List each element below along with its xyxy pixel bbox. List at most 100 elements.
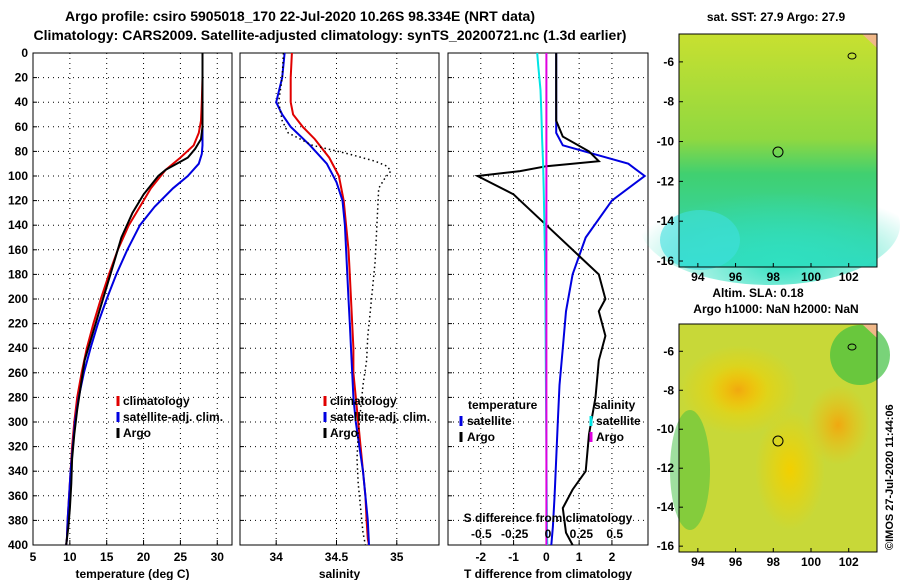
temperature-tick-label-y: 400 <box>8 538 28 552</box>
salinity-xlabel: salinity <box>319 567 361 580</box>
difference-tick-label-x: 2 <box>609 550 616 564</box>
temperature-legend-label: climatology <box>123 394 190 408</box>
credit-label: ©IMOS 27-Jul-2020 11:44:06 <box>884 404 896 550</box>
title-line-2: Climatology: CARS2009. Satellite-adjuste… <box>34 27 627 43</box>
salinity-panel: 34 34.5 35 salinity climatology satellite-adj… <box>239 52 440 580</box>
difference-legend-label-left: Argo <box>467 430 495 444</box>
salinity-tick-label-x: 34.5 <box>325 550 349 564</box>
salinity-series-argo <box>277 52 392 546</box>
temperature-tick-label-x: 25 <box>174 550 188 564</box>
difference-tick-label-x: -2 <box>475 550 486 564</box>
difference-series-temperature-argo <box>474 53 607 546</box>
sla-map-orange-1 <box>708 365 768 415</box>
sla-map-orange-2 <box>806 385 870 465</box>
temperature-tick-label-x: 5 <box>30 550 37 564</box>
temperature-tick-label-y: 100 <box>8 169 28 183</box>
difference-series-temperature-satellite <box>550 53 647 546</box>
difference-tick-label-top: 0 <box>545 527 552 541</box>
sla-island <box>847 343 857 351</box>
sst-map-shade-2 <box>660 210 740 270</box>
difference-legend-title-left: temperature <box>468 398 538 412</box>
salinity-legend-label: Argo <box>330 426 358 440</box>
sst-map-tick-label-x: 94 <box>691 270 705 284</box>
temperature-tick-label-y: 140 <box>8 218 28 232</box>
sla-map-frame <box>678 323 878 553</box>
sst-map-tick-label-x: 102 <box>839 270 859 284</box>
sst-map-tick-label-y: -12 <box>657 174 675 188</box>
temperature-series-argo <box>65 53 204 546</box>
salinity-frame <box>239 52 440 546</box>
temperature-tick-label-y: 340 <box>8 464 28 478</box>
sla-map-tick-label-y: -16 <box>657 539 675 553</box>
temperature-tick-label-y: 0 <box>21 46 28 60</box>
difference-xlabel-top: S difference from climatology <box>464 511 633 525</box>
temperature-tick-label-y: 20 <box>15 71 29 85</box>
sla-map-tick-label-x: 94 <box>691 555 705 569</box>
difference-tick-label-top: -0.25 <box>501 527 529 541</box>
temperature-series-satellite-adj-clim- <box>65 53 204 546</box>
sla-map-yellow-2 <box>755 410 825 530</box>
sla-map-tick-label-x: 102 <box>839 555 859 569</box>
sla-map-title-a: Altim. SLA: 0.18 <box>712 286 804 300</box>
difference-tick-label-x: 1 <box>576 550 583 564</box>
temperature-tick-label-y: 60 <box>15 120 29 134</box>
salinity-series-satellite-adj-clim- <box>275 52 370 546</box>
sla-map-tick-label-x: 100 <box>801 555 821 569</box>
temperature-tick-label-y: 380 <box>8 513 28 527</box>
sst-map-tick-label-y: -10 <box>657 135 675 149</box>
temperature-tick-label-x: 30 <box>211 550 225 564</box>
temperature-tick-label-y: 300 <box>8 415 28 429</box>
sla-argo-marker <box>772 435 784 447</box>
difference-tick-label-top: 0.5 <box>606 527 623 541</box>
temperature-panel: 5 10 15 20 25 3002040608010012014016018020022… <box>8 46 233 580</box>
sst-map-title: sat. SST: 27.9 Argo: 27.9 <box>707 10 846 24</box>
salinity-tick-label-x: 35 <box>390 550 404 564</box>
difference-tick-label-top: -0.5 <box>471 527 492 541</box>
sla-map-green-2 <box>670 410 710 530</box>
sst-land <box>862 34 877 48</box>
sst-argo-marker <box>772 146 784 158</box>
sst-map-tick-label-x: 96 <box>729 270 743 284</box>
salinity-tick-label-x: 34 <box>270 550 284 564</box>
temperature-legend-label: Argo <box>123 426 151 440</box>
temperature-tick-label-x: 15 <box>100 550 114 564</box>
temperature-xlabel: temperature (deg C) <box>75 567 189 580</box>
sla-land <box>862 324 877 338</box>
difference-panel: -2 -1 0 1 2 T difference from climatology temp… <box>447 52 649 580</box>
temperature-tick-label-y: 200 <box>8 292 28 306</box>
sla-map: 94 96 98 100 102 -6 -8 -10 -12 -14 -16 <box>657 323 890 569</box>
difference-tick-label-x: 0 <box>543 550 550 564</box>
temperature-tick-label-y: 40 <box>15 95 29 109</box>
difference-tick-label-top: 0.25 <box>570 527 594 541</box>
sst-map-tick-label-x: 98 <box>767 270 781 284</box>
difference-legend-title-right: salinity <box>594 398 636 412</box>
sst-map-tick-label-x: 100 <box>801 270 821 284</box>
title-line-1: Argo profile: csiro 5905018_170 22-Jul-2… <box>65 8 535 24</box>
sla-map-tick-label-y: -8 <box>663 383 674 397</box>
temperature-tick-label-x: 10 <box>63 550 77 564</box>
sla-map-green-1 <box>830 325 890 385</box>
sst-map: 94 96 98 100 102 -6 -8 -10 -12 -14 -16 <box>640 33 900 285</box>
temperature-tick-label-y: 120 <box>8 194 28 208</box>
sla-map-title-b: Argo h1000: NaN h2000: NaN <box>693 302 858 316</box>
difference-xlabel: T difference from climatology <box>464 567 632 580</box>
sla-map-tick-label-x: 98 <box>767 555 781 569</box>
temperature-tick-label-y: 220 <box>8 317 28 331</box>
sst-map-tick-label-y: -14 <box>657 214 675 228</box>
sst-island <box>847 52 857 60</box>
temperature-tick-label-y: 320 <box>8 440 28 454</box>
temperature-tick-label-y: 80 <box>15 144 29 158</box>
difference-legend-label-left: satellite <box>467 414 512 428</box>
sla-map-tick-label-y: -14 <box>657 500 675 514</box>
difference-legend-label-right: satellite <box>596 414 641 428</box>
temperature-legend-label: satellite-adj. clim. <box>123 410 223 424</box>
temperature-tick-label-y: 240 <box>8 341 28 355</box>
sla-map-tick-label-y: -6 <box>663 344 674 358</box>
temperature-tick-label-x: 20 <box>137 550 151 564</box>
temperature-tick-label-y: 260 <box>8 366 28 380</box>
temperature-tick-label-y: 360 <box>8 489 28 503</box>
difference-legend-label-right: Argo <box>596 430 624 444</box>
temperature-tick-label-y: 160 <box>8 243 28 257</box>
sst-map-tick-label-y: -6 <box>663 55 674 69</box>
